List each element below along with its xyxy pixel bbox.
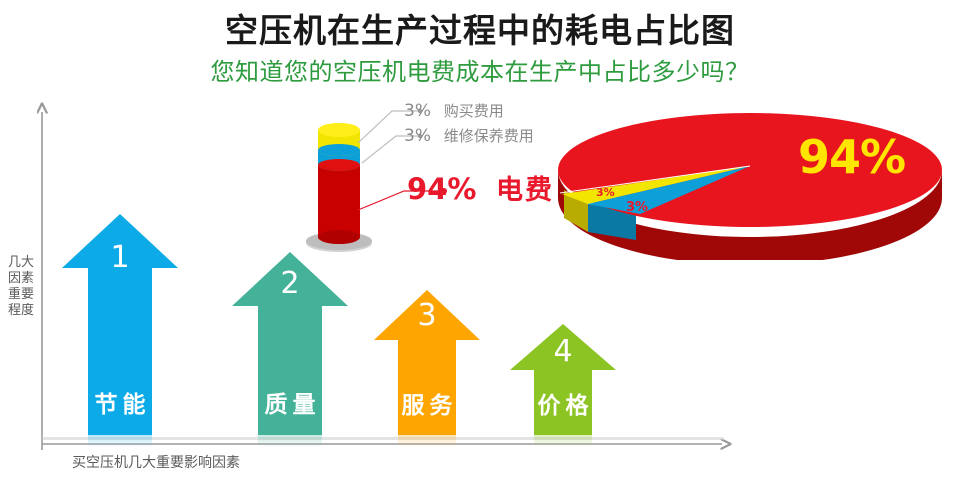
pie-center-label: 94%	[798, 130, 906, 184]
page-subtitle: 您知道您的空压机电费成本在生产中占比多少吗？	[210, 58, 750, 86]
y-axis-label: 几大因素重要程度	[8, 255, 35, 318]
cylinder-callout-2: 3% 维修保养费用	[404, 125, 534, 146]
arrow-reflection-4	[534, 435, 592, 447]
cylinder-highlight-percent: 94%	[407, 172, 477, 206]
cylinder-callout-1-label: 购买费用	[443, 102, 504, 120]
cylinder-chart[interactable]	[300, 110, 410, 255]
arrow-bar-3[interactable]: 3 服务	[372, 288, 482, 437]
cylinder-highlight-label: 电费	[496, 175, 554, 206]
page-title: 空压机在生产过程中的耗电占比图	[225, 11, 735, 50]
cylinder-callout-1: 3% 购买费用	[404, 100, 504, 121]
arrow-bar-4[interactable]: 4 价格	[508, 322, 618, 437]
arrow-bar-1[interactable]: 1 节能	[60, 212, 180, 437]
pie-slice-label-1: 3%	[596, 186, 615, 199]
cylinder-callout-2-percent: 3%	[404, 126, 431, 146]
arrow-reflection-3	[398, 435, 456, 447]
pie-chart[interactable]: 94% 3% 3%	[548, 108, 952, 265]
pie-slice-label-2: 3%	[626, 200, 649, 215]
arrow-reflection-2	[258, 435, 322, 447]
cylinder-callout-2-label: 维修保养费用	[443, 127, 534, 145]
arrow-bar-2[interactable]: 2 质量	[230, 250, 350, 437]
cylinder-highlight: 94% 电费	[407, 168, 554, 207]
arrow-reflection-1	[88, 435, 152, 447]
x-axis-label: 买空压机几大重要影响因素	[72, 455, 240, 471]
cylinder-callout-1-percent: 3%	[404, 101, 431, 121]
